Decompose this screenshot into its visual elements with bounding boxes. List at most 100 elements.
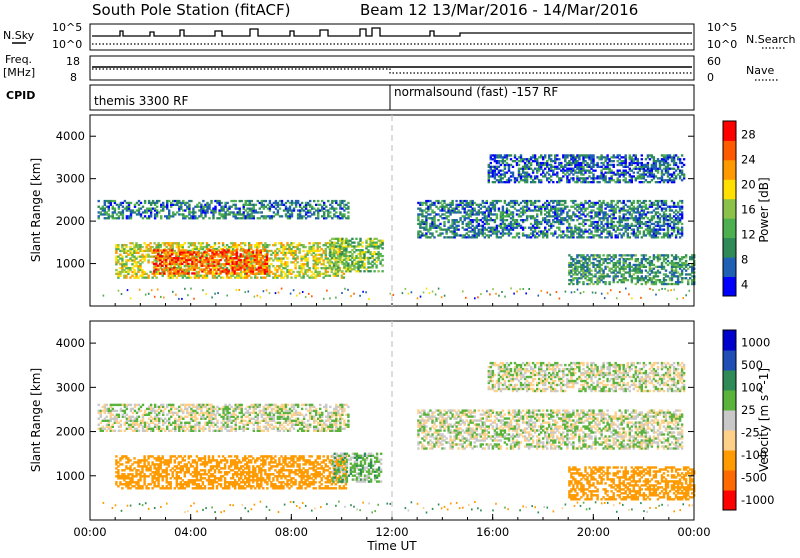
heatmap-cell — [637, 158, 639, 160]
heatmap-cell — [381, 270, 383, 272]
heatmap-cell — [657, 172, 659, 174]
heatmap-cell — [570, 227, 572, 229]
heatmap-cell — [171, 249, 173, 251]
heatmap-cell — [329, 263, 331, 265]
heatmap-cell — [610, 213, 612, 215]
heatmap-cell — [625, 217, 627, 219]
heatmap-cell — [673, 172, 675, 174]
heatmap-cell — [459, 200, 461, 202]
freq-panel-frame — [90, 56, 694, 80]
heatmap-cell — [140, 202, 142, 204]
heatmap-cell — [347, 215, 349, 217]
heatmap-cell — [623, 232, 625, 234]
heatmap-cell — [429, 232, 431, 234]
heatmap-cell — [212, 213, 214, 215]
heatmap-cell — [252, 251, 254, 253]
heatmap-cell — [550, 179, 552, 181]
freq-unit: [MHz] — [3, 66, 35, 79]
heatmap-cell — [202, 248, 204, 250]
heatmap-cell — [520, 211, 522, 213]
heatmap-cell — [202, 200, 204, 202]
heatmap-cell — [240, 246, 242, 248]
heatmap-cell — [572, 219, 574, 221]
heatmap-cell — [496, 213, 498, 215]
heatmap-cell — [291, 213, 293, 215]
heatmap-cell — [297, 200, 299, 202]
heatmap-cell — [193, 272, 195, 274]
heatmap-cell — [347, 211, 349, 213]
heatmap-cell — [580, 177, 582, 179]
heatmap-cell — [130, 202, 132, 204]
heatmap-cell — [247, 208, 249, 210]
heatmap-cell — [153, 272, 155, 274]
heatmap-cell — [663, 229, 665, 231]
heatmap-cell — [518, 236, 520, 238]
heatmap-cell — [594, 281, 596, 283]
heatmap-cell — [307, 215, 309, 217]
heatmap-cell — [98, 206, 100, 208]
heatmap-cell — [594, 264, 596, 266]
heatmap-cell — [625, 223, 627, 225]
heatmap-cell — [180, 265, 182, 267]
heatmap-cell — [580, 264, 582, 266]
heatmap-cell — [655, 204, 657, 206]
heatmap-cell — [248, 275, 250, 277]
heatmap-cell — [317, 267, 319, 269]
heatmap-cell — [337, 255, 339, 257]
heatmap-cell — [610, 170, 612, 172]
heatmap-cell — [313, 213, 315, 215]
heatmap-cell — [142, 217, 144, 219]
heatmap-cell — [602, 200, 604, 202]
heatmap-cell — [613, 221, 615, 223]
heatmap-cell — [231, 257, 233, 259]
heatmap-cell — [335, 211, 337, 213]
heatmap-cell — [544, 227, 546, 229]
heatmap-cell — [219, 272, 221, 274]
heatmap-cell — [121, 256, 123, 258]
heatmap-cell — [441, 232, 443, 234]
heatmap-cell — [308, 242, 310, 244]
heatmap-cell — [262, 263, 264, 265]
heatmap-cell — [532, 172, 534, 174]
heatmap-cell — [594, 268, 596, 270]
heatmap-cell — [228, 213, 230, 215]
heatmap-cell — [530, 175, 532, 177]
heatmap-cell — [323, 211, 325, 213]
heatmap-cell — [514, 154, 516, 156]
heatmap-cell — [112, 206, 114, 208]
heatmap-cell — [323, 244, 325, 246]
heatmap-cell — [323, 250, 325, 252]
heatmap-cell — [504, 215, 506, 217]
heatmap-cell — [141, 250, 143, 252]
heatmap-cell — [147, 259, 149, 261]
heatmap-cell — [659, 232, 661, 234]
heatmap-cell — [552, 181, 554, 183]
heatmap-cell — [240, 249, 242, 251]
heatmap-cell — [610, 217, 612, 219]
heatmap-cell — [655, 175, 657, 177]
heatmap-cell — [277, 209, 279, 211]
heatmap-cell — [141, 261, 143, 263]
heatmap-cell — [248, 257, 250, 259]
heatmap-cell — [594, 221, 596, 223]
heatmap-cell — [114, 208, 116, 210]
heatmap-cell — [429, 204, 431, 206]
heatmap-cell — [273, 211, 275, 213]
heatmap-cell — [439, 223, 441, 225]
heatmap-cell — [141, 254, 143, 256]
heatmap-cell — [98, 211, 100, 213]
heatmap-cell — [546, 232, 548, 234]
heatmap-cell — [610, 156, 612, 158]
heatmap-cell — [582, 232, 584, 234]
heatmap-cell — [445, 232, 447, 234]
heatmap-cell — [381, 247, 383, 249]
heatmap-cell — [286, 257, 288, 259]
heatmap-cell — [498, 208, 500, 210]
heatmap-cell — [197, 251, 199, 253]
nsearch-tick-min: 10^0 — [707, 38, 737, 51]
heatmap-cell — [671, 227, 673, 229]
date-range: 13/Mar/2016 - 14/Mar/2016 — [432, 1, 638, 19]
heatmap-cell — [604, 175, 606, 177]
heatmap-cell — [592, 173, 594, 175]
heatmap-cell — [114, 200, 116, 202]
